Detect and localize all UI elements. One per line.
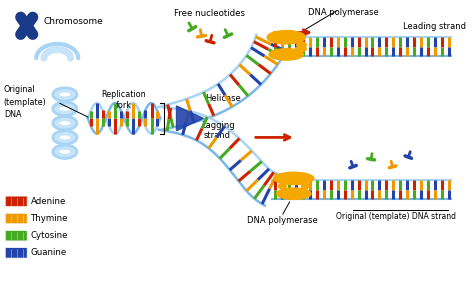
FancyBboxPatch shape — [5, 230, 27, 241]
Text: Helicase: Helicase — [205, 94, 241, 103]
FancyBboxPatch shape — [5, 196, 27, 206]
Text: Chromosome: Chromosome — [44, 18, 104, 27]
Ellipse shape — [269, 49, 303, 60]
Text: Leading strand: Leading strand — [402, 22, 465, 31]
Text: Cytosine: Cytosine — [30, 231, 68, 240]
Ellipse shape — [297, 46, 306, 52]
FancyBboxPatch shape — [5, 248, 27, 258]
Polygon shape — [176, 106, 203, 131]
Ellipse shape — [297, 42, 306, 48]
Text: DNA polymerase: DNA polymerase — [247, 216, 318, 225]
Text: Adenine: Adenine — [30, 197, 66, 206]
Text: Replication
fork: Replication fork — [102, 90, 146, 110]
Text: Thymine: Thymine — [30, 214, 68, 223]
Ellipse shape — [277, 188, 311, 199]
Text: Original
(template)
DNA: Original (template) DNA — [4, 85, 46, 119]
Ellipse shape — [274, 172, 314, 185]
Text: Original (template) DNA strand: Original (template) DNA strand — [336, 212, 456, 221]
Ellipse shape — [267, 31, 305, 44]
Text: Lagging
strand: Lagging strand — [201, 121, 234, 140]
FancyBboxPatch shape — [5, 213, 27, 224]
Ellipse shape — [279, 183, 286, 189]
Ellipse shape — [301, 183, 309, 189]
Text: DNA polymerase: DNA polymerase — [308, 8, 379, 17]
Text: Guanine: Guanine — [30, 248, 67, 257]
Text: Free nucleotides: Free nucleotides — [174, 9, 246, 18]
